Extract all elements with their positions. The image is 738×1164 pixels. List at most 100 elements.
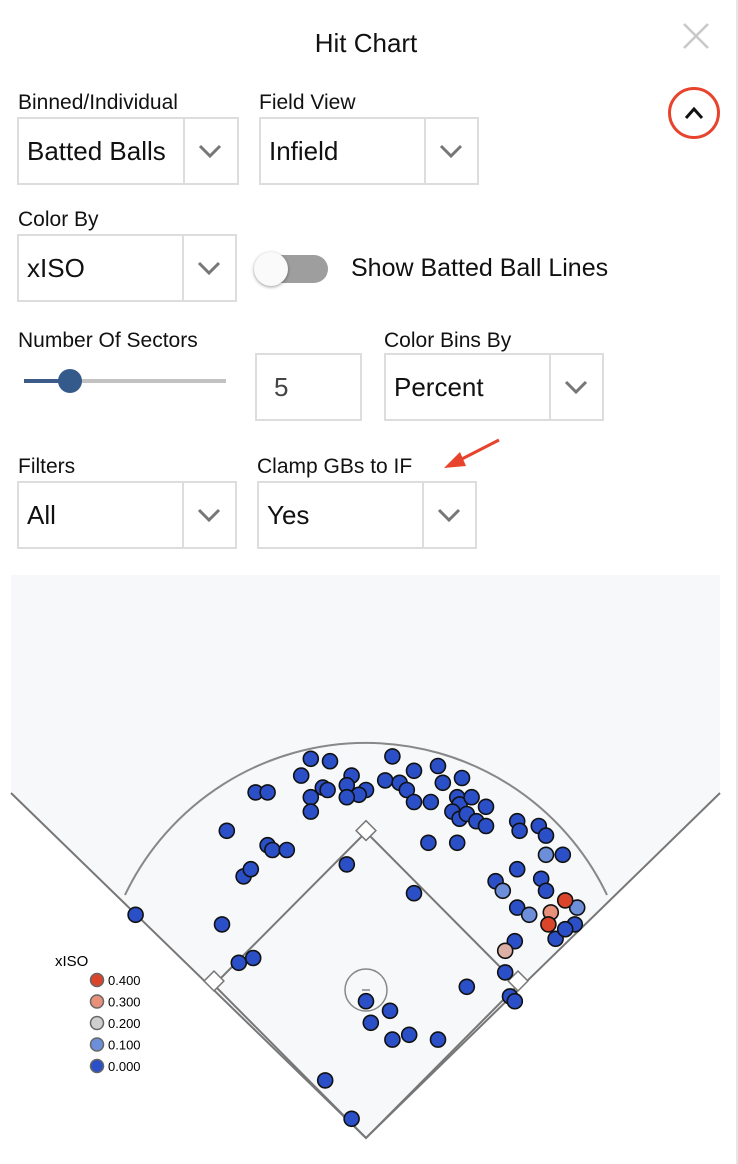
legend-swatch	[89, 1015, 105, 1031]
batted-ball-point[interactable]	[434, 774, 452, 792]
chevron-down-icon	[182, 483, 235, 547]
batted-ball-point[interactable]	[537, 846, 555, 864]
legend-label: 0.000	[108, 1059, 141, 1074]
batted-ball-point[interactable]	[429, 1031, 447, 1048]
batted-ball-point[interactable]	[278, 841, 296, 859]
batted-ball-lines-toggle[interactable]	[254, 252, 328, 286]
filters-value: All	[27, 499, 56, 530]
batted-ball-point[interactable]	[496, 942, 514, 960]
batted-ball-point[interactable]	[319, 781, 336, 799]
outfield-arc	[124, 742, 608, 896]
batted-ball-point[interactable]	[477, 817, 495, 835]
batted-ball-point[interactable]	[405, 793, 423, 811]
batted-ball-point[interactable]	[508, 899, 526, 916]
batted-ball-point[interactable]	[384, 748, 401, 765]
sectors-input[interactable]: 5	[255, 353, 362, 421]
batted-ball-point[interactable]	[506, 992, 524, 1010]
batted-ball-point[interactable]	[127, 906, 144, 924]
batted-ball-point[interactable]	[213, 916, 231, 933]
batted-ball-point[interactable]	[556, 892, 574, 909]
batted-ball-point[interactable]	[338, 788, 356, 806]
batted-ball-point[interactable]	[292, 767, 310, 784]
batted-ball-point[interactable]	[384, 1031, 401, 1048]
batted-ball-point[interactable]	[429, 757, 447, 775]
batted-ball-point[interactable]	[496, 964, 514, 981]
field-background	[11, 575, 720, 1138]
batted-ball-point[interactable]	[302, 750, 320, 768]
batted-ball-point[interactable]	[259, 784, 276, 801]
batted-ball-point[interactable]	[540, 916, 557, 933]
clamp-value: Yes	[267, 499, 310, 530]
panel-border	[736, 0, 738, 1164]
batted-ball-point[interactable]	[458, 978, 476, 996]
legend-swatch	[89, 1037, 105, 1052]
batted-ball-point[interactable]	[537, 882, 555, 900]
legend-label: 0.300	[108, 995, 141, 1010]
binned-select[interactable]: Batted Balls	[17, 117, 239, 185]
legend-label: 0.200	[108, 1016, 141, 1031]
batted-ball-point[interactable]	[376, 772, 394, 789]
batted-ball-point[interactable]	[554, 846, 572, 864]
chevron-down-icon	[549, 355, 602, 419]
close-button[interactable]	[680, 20, 712, 52]
batted-ball-point[interactable]	[362, 1014, 380, 1032]
slider-handle[interactable]	[58, 369, 83, 393]
batted-ball-point[interactable]	[405, 884, 423, 902]
batted-ball-point[interactable]	[422, 793, 440, 811]
batted-ball-point[interactable]	[400, 1026, 418, 1044]
batted-ball-lines-label: Show Batted Ball Lines	[351, 254, 609, 282]
third-base	[203, 970, 225, 992]
batted-ball-point[interactable]	[420, 834, 437, 852]
legend-label: 0.100	[108, 1038, 141, 1053]
batted-ball-point[interactable]	[230, 954, 248, 972]
chevron-down-icon	[424, 119, 477, 183]
field-view-select[interactable]: Infield	[259, 117, 479, 185]
field-view-value: Infield	[269, 135, 339, 166]
batted-ball-point[interactable]	[453, 769, 471, 787]
chevron-up-icon	[684, 106, 704, 119]
filters-select[interactable]: All	[17, 481, 237, 549]
collapse-button[interactable]	[668, 87, 720, 139]
batted-ball-point[interactable]	[302, 788, 320, 806]
clamp-select[interactable]: Yes	[257, 481, 477, 549]
batted-ball-point[interactable]	[357, 992, 375, 1010]
batted-ball-point[interactable]	[477, 798, 495, 816]
batted-ball-point[interactable]	[508, 860, 526, 878]
batted-ball-point[interactable]	[405, 762, 423, 780]
batted-ball-point[interactable]	[242, 860, 260, 878]
binned-value: Batted Balls	[27, 135, 166, 166]
page-title: Hit Chart	[314, 28, 418, 58]
batted-ball-point[interactable]	[343, 1110, 360, 1128]
legend-title: xISO	[55, 953, 88, 970]
batted-ball-point[interactable]	[338, 856, 356, 873]
batted-ball-point[interactable]	[511, 822, 528, 840]
batted-ball-point[interactable]	[537, 827, 555, 844]
first-base	[507, 970, 529, 992]
field-view-label: Field View	[259, 91, 356, 114]
filters-label: Filters	[18, 455, 76, 478]
batted-ball-point[interactable]	[398, 781, 416, 799]
batted-ball-point[interactable]	[218, 822, 236, 840]
binned-label: Binned/Individual	[18, 91, 178, 114]
batted-ball-point[interactable]	[316, 1072, 334, 1089]
batted-ball-point[interactable]	[448, 834, 466, 852]
batted-ball-point[interactable]	[264, 841, 281, 859]
legend-swatch	[89, 972, 105, 988]
batted-ball-point[interactable]	[463, 788, 480, 806]
batted-ball-point[interactable]	[302, 803, 320, 820]
batted-ball-point[interactable]	[568, 899, 586, 916]
batted-ball-point[interactable]	[244, 949, 262, 967]
color-bins-select[interactable]: Percent	[384, 353, 604, 421]
clamp-label: Clamp GBs to IF	[257, 455, 413, 478]
color-by-select[interactable]: xISO	[17, 234, 237, 302]
batted-ball-point[interactable]	[381, 1002, 399, 1020]
color-bins-value: Percent	[394, 371, 484, 402]
batted-ball-point[interactable]	[494, 882, 512, 900]
batted-ball-point[interactable]	[321, 752, 339, 770]
batted-ball-point[interactable]	[556, 920, 574, 938]
color-bins-label: Color Bins By	[384, 329, 512, 352]
pitchers-mound	[344, 968, 388, 1012]
sectors-slider[interactable]	[24, 368, 226, 394]
batted-ball-point[interactable]	[520, 906, 538, 924]
chevron-down-icon	[183, 119, 237, 183]
